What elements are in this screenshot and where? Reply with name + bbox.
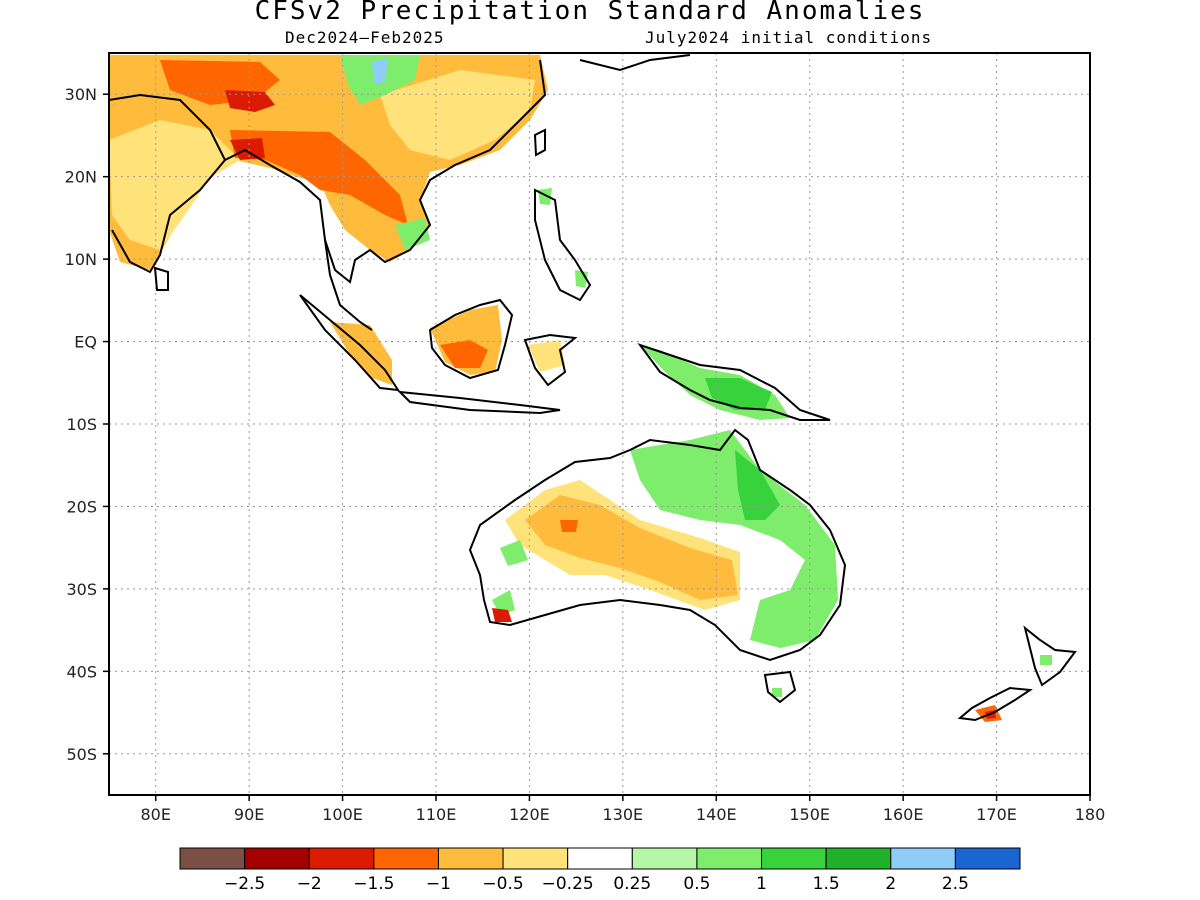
legend-swatch (502, 847, 569, 870)
moderate-dry-borneo (440, 340, 488, 368)
longitude-tick-label: 110E (416, 805, 457, 824)
coastline-new-zealand-north (1023, 625, 1077, 687)
latitude-tick-label: 20N (65, 168, 97, 187)
gridlines (109, 53, 1090, 795)
map-title: CFSv2 Precipitation Standard Anomalies (254, 0, 926, 26)
legend-label: 2.5 (942, 874, 969, 894)
wet-tibet-core (372, 58, 388, 84)
legend-swatch (761, 847, 827, 870)
longitude-tick-label: 160E (883, 805, 924, 824)
legend-swatch (179, 847, 246, 870)
coastline-sulawesi (523, 333, 578, 387)
longitude-tick-label: 130E (603, 805, 644, 824)
moderate-dry-indochina (230, 130, 408, 225)
coastline-new-guinea (637, 343, 831, 421)
coastline-sumatra (299, 294, 400, 392)
initial-conditions: July2024 initial conditions (645, 28, 933, 47)
legend-swatch (308, 847, 375, 870)
legend-label: 2 (885, 874, 896, 894)
strong-wet-cape-york (735, 450, 780, 520)
legend-label: −0.5 (482, 874, 523, 894)
weak-dry-asia (109, 120, 240, 250)
strong-wet-new-guinea (705, 378, 772, 410)
legend-label: 0.25 (613, 874, 651, 894)
coastline-taiwan (533, 128, 546, 157)
legend-swatch (244, 847, 310, 870)
latitude-tick-label: 20S (66, 497, 97, 516)
legend-label: −1 (426, 874, 451, 894)
weak-dry-china (380, 70, 535, 160)
color-legend: −2.5 −2 −1.5 −1 −0.5 −0.25 0.25 0.5 1 1.5 2 2.5 (179, 847, 1021, 894)
coastline-tasmania (763, 670, 797, 704)
coastline-japan (579, 54, 691, 72)
latitude-tick-label: 40S (66, 662, 97, 681)
coastline-new-zealand-south (957, 686, 1033, 722)
longitude-tick-label: 150E (789, 805, 830, 824)
wet-west-australia (492, 540, 528, 615)
legend-swatch (954, 847, 1021, 870)
wet-vietnam (395, 218, 430, 250)
longitude-ticks: 80E 90E 100E 110E 120E 130E 140E 150E 160E 170E 18… (140, 795, 1105, 824)
legend-label: −0.25 (542, 874, 594, 894)
coastline-philippines (534, 188, 592, 302)
wet-northern-australia (630, 430, 838, 648)
legend-label: −2 (297, 874, 322, 894)
map-area (109, 53, 1090, 795)
legend-swatch (696, 847, 763, 870)
coastlines (109, 54, 1077, 722)
dry-sumatra (330, 322, 392, 385)
wet-philippines (538, 188, 588, 288)
latitude-ticks: 30N 20N 10N EQ 10S 20S 30S 40S 50S (65, 85, 109, 764)
dry-central-australia (525, 495, 738, 600)
wet-north-island (1040, 655, 1052, 665)
longitude-tick-label: 100E (322, 805, 363, 824)
legend-swatch (825, 847, 892, 870)
longitude-tick-label: 140E (696, 805, 737, 824)
legend-label: 1.5 (813, 874, 840, 894)
latitude-tick-label: 10S (66, 415, 97, 434)
latitude-tick-label: 50S (66, 745, 97, 764)
anomaly-fields (109, 55, 1052, 722)
legend-swatch (567, 847, 633, 870)
coastline-asia (109, 59, 547, 284)
legend-swatch (437, 847, 504, 870)
legend-swatch (890, 847, 956, 870)
weak-dry-sulawesi (528, 340, 565, 372)
longitude-tick-label: 170E (976, 805, 1017, 824)
strong-dry-sw-australia (492, 608, 512, 622)
longitude-tick-label: 120E (509, 805, 550, 824)
legend-label: −1.5 (353, 874, 394, 894)
forecast-period: Dec2024–Feb2025 (285, 28, 445, 47)
moderate-dry-wa-point (560, 520, 578, 532)
coastline-malay-peninsula (324, 239, 373, 331)
legend-label: 1 (756, 874, 767, 894)
coastline-java (397, 390, 561, 415)
wet-tasmania (772, 688, 782, 697)
legend-label: −2.5 (224, 874, 265, 894)
latitude-tick-label: 30S (66, 580, 97, 599)
legend-label: 0.5 (683, 874, 710, 894)
legend-swatch (631, 847, 698, 870)
latitude-tick-label: 30N (65, 85, 97, 104)
strong-dry-myanmar (225, 90, 275, 160)
longitude-tick-label: 80E (140, 805, 170, 824)
latitude-tick-label: EQ (74, 333, 97, 352)
legend-swatch (373, 847, 439, 870)
longitude-tick-label: 180 (1075, 805, 1106, 824)
latitude-tick-label: 10N (65, 250, 97, 269)
coastline-australia (468, 428, 847, 662)
coastline-borneo (428, 298, 514, 380)
longitude-tick-label: 90E (234, 805, 264, 824)
coastline-sri-lanka (153, 266, 169, 291)
